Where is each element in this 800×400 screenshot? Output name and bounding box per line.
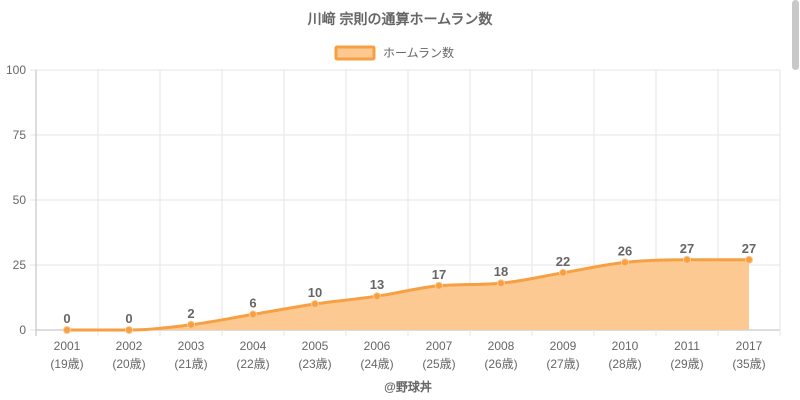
x-tick-label-age: (26歳)	[484, 357, 517, 371]
data-label: 6	[249, 295, 256, 310]
x-tick-label-year: 2007	[426, 339, 453, 353]
data-label: 2	[187, 306, 194, 321]
y-tick-label: 25	[13, 258, 27, 272]
x-tick-label-age: (23歳)	[298, 357, 331, 371]
data-label: 0	[63, 311, 70, 326]
x-tick-label-age: (29歳)	[670, 357, 703, 371]
data-point[interactable]	[187, 320, 195, 329]
data-point[interactable]	[559, 268, 567, 277]
data-label: 22	[556, 254, 570, 269]
x-tick-label-age: (21歳)	[174, 357, 207, 371]
x-tick-label-age: (25歳)	[422, 357, 455, 371]
data-points[interactable]	[63, 255, 753, 334]
legend-swatch	[334, 45, 376, 61]
data-point[interactable]	[125, 326, 133, 334]
x-tick-label-year: 2010	[612, 339, 639, 353]
series-area-fill	[67, 259, 749, 330]
data-label: 13	[370, 277, 384, 292]
series-line	[67, 258, 749, 332]
x-tick-label-age: (35歳)	[732, 357, 765, 371]
data-point[interactable]	[621, 258, 629, 267]
x-tick-label-age: (28歳)	[608, 357, 641, 371]
data-label: 26	[618, 243, 632, 258]
data-point[interactable]	[435, 281, 443, 290]
x-tick-label-year: 2001	[54, 339, 81, 353]
data-point[interactable]	[311, 300, 319, 308]
x-tick-label-age: (27歳)	[546, 357, 579, 371]
y-tick-label: 0	[19, 323, 26, 337]
data-point[interactable]	[63, 326, 71, 334]
x-tick-label-year: 2004	[240, 339, 267, 353]
x-tick-label-year: 2005	[302, 339, 329, 353]
area-series	[67, 258, 749, 332]
x-tick-label-year: 2002	[116, 339, 143, 353]
footer-credit: @野球丼	[384, 379, 432, 394]
x-tick-label-year: 2017	[736, 339, 763, 353]
legend[interactable]: ホームラン数	[334, 45, 454, 61]
data-label: 10	[308, 285, 322, 300]
data-label: 27	[742, 241, 756, 256]
data-point[interactable]	[249, 310, 257, 319]
y-tick-label: 75	[13, 128, 27, 142]
legend-label: ホームラン数	[383, 45, 454, 60]
scrollbar[interactable]	[792, 0, 799, 70]
x-tick-label-age: (19歳)	[50, 357, 83, 371]
chart-title: 川﨑 宗則の通算ホームラン数	[307, 11, 494, 27]
x-tick-label-age: (22歳)	[236, 357, 269, 371]
x-tick-label-age: (20歳)	[112, 357, 145, 371]
x-tick-label-age: (24歳)	[360, 357, 393, 371]
data-point[interactable]	[497, 279, 505, 288]
data-point[interactable]	[745, 255, 753, 264]
data-label: 0	[125, 311, 132, 326]
data-point[interactable]	[373, 292, 381, 301]
data-point[interactable]	[683, 255, 691, 264]
x-tick-label-year: 2009	[550, 339, 577, 353]
data-label: 18	[494, 264, 508, 279]
x-tick-label-year: 2011	[674, 339, 700, 353]
y-tick-label: 50	[13, 193, 27, 207]
x-axis: 2001 (19歳) 2002 (20歳) 2003 (21歳) 2004 (22歳) 2005…	[50, 339, 765, 371]
x-tick-label-year: 2008	[488, 339, 515, 353]
x-tick-label-year: 2006	[364, 339, 391, 353]
y-tick-label: 100	[6, 63, 26, 77]
y-axis: 0 25 50 75 100	[6, 63, 26, 337]
x-tick-label-year: 2003	[178, 339, 205, 353]
data-label: 27	[680, 241, 694, 256]
data-label: 17	[432, 267, 446, 282]
